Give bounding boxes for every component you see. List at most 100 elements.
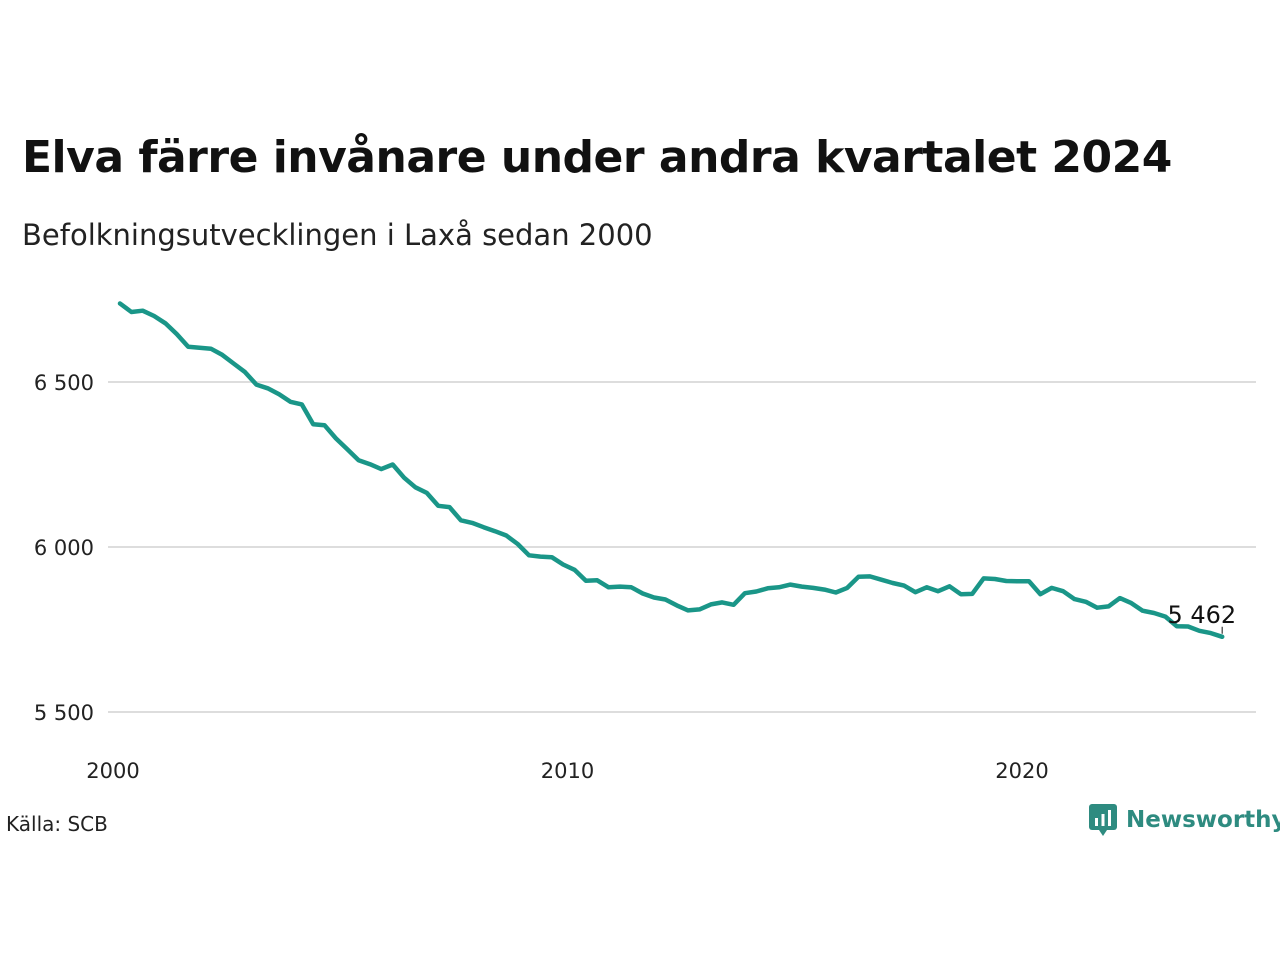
data-point (129, 310, 133, 314)
data-point (243, 370, 247, 374)
data-point (334, 436, 338, 440)
data-point (766, 586, 770, 590)
data-point (788, 583, 792, 587)
data-point (936, 589, 940, 593)
y-axis-labels: 5 500 6 000 6 500 (34, 371, 94, 725)
data-point (732, 603, 736, 607)
data-point (1073, 597, 1077, 601)
data-point (550, 555, 554, 559)
x-axis-labels: 2000 2010 2020 (86, 759, 1048, 783)
data-point (948, 584, 952, 588)
y-tick-label-6000: 6 000 (34, 536, 94, 560)
data-point (709, 602, 713, 606)
data-point (573, 568, 577, 572)
data-point (1038, 592, 1042, 596)
data-point (118, 302, 122, 306)
data-point (198, 346, 202, 350)
data-point (368, 462, 372, 466)
data-point (675, 603, 679, 607)
data-point (1118, 596, 1122, 600)
data-point (857, 575, 861, 579)
data-point (141, 309, 145, 313)
data-point (254, 383, 258, 387)
data-point (482, 525, 486, 529)
grid-lines (108, 381, 1256, 713)
data-point (641, 592, 645, 596)
data-point (607, 585, 611, 589)
data-point (1084, 600, 1088, 604)
data-point (698, 607, 702, 611)
series-line-0 (117, 301, 1225, 640)
data-point (629, 585, 633, 589)
data-point (448, 505, 452, 509)
data-point (891, 581, 895, 585)
data-point (345, 447, 349, 451)
data-point (879, 578, 883, 582)
data-point (993, 577, 997, 581)
series-group (117, 301, 1225, 640)
data-point (1016, 579, 1020, 583)
source-label: Källa: SCB (6, 812, 108, 836)
data-point (868, 574, 872, 578)
data-point (925, 585, 929, 589)
data-point (652, 596, 656, 600)
chart-title: Elva färre invånare under andra kvartale… (22, 132, 1172, 183)
data-point (504, 534, 508, 538)
x-tick-label-2000: 2000 (86, 759, 139, 783)
data-point (754, 590, 758, 594)
data-point (186, 345, 190, 349)
data-point (1220, 635, 1224, 639)
data-point (1141, 609, 1145, 613)
y-tick-label-5500: 5 500 (34, 701, 94, 725)
data-point (845, 586, 849, 590)
data-point (1129, 601, 1133, 605)
data-point (1209, 631, 1213, 635)
data-point (311, 422, 315, 426)
annotation-group: 5 462 (1167, 601, 1236, 634)
data-point (175, 332, 179, 336)
data-point (402, 476, 406, 480)
end-value-label: 5 462 (1167, 601, 1236, 629)
data-point (902, 584, 906, 588)
data-point (1152, 611, 1156, 615)
data-point (823, 588, 827, 592)
data-point (834, 591, 838, 595)
newsworthy-logo-icon (1089, 804, 1117, 836)
data-point (811, 586, 815, 590)
data-point (277, 392, 281, 396)
data-point (663, 598, 667, 602)
data-point (584, 579, 588, 583)
data-point (493, 529, 497, 533)
data-point (232, 362, 236, 366)
data-point (1095, 606, 1099, 610)
data-point (959, 592, 963, 596)
data-point (777, 585, 781, 589)
data-point (323, 423, 327, 427)
data-point (538, 555, 542, 559)
data-point (595, 578, 599, 582)
brand-logo[interactable]: Newsworthy (1088, 803, 1280, 837)
data-point (970, 592, 974, 596)
data-point (720, 600, 724, 604)
data-point (982, 576, 986, 580)
data-point (1050, 586, 1054, 590)
data-point (1107, 604, 1111, 608)
data-point (357, 458, 361, 462)
data-point (1061, 589, 1065, 593)
data-point (1004, 579, 1008, 583)
data-point (391, 463, 395, 467)
data-point (470, 521, 474, 525)
data-point (743, 591, 747, 595)
x-tick-label-2010: 2010 (541, 759, 594, 783)
data-point (800, 585, 804, 589)
data-point (459, 518, 463, 522)
data-point (220, 353, 224, 357)
data-point (425, 491, 429, 495)
data-point (527, 553, 531, 557)
data-point (266, 386, 270, 390)
data-point (618, 585, 622, 589)
data-point (209, 347, 213, 351)
data-point (1197, 629, 1201, 633)
data-point (163, 321, 167, 325)
